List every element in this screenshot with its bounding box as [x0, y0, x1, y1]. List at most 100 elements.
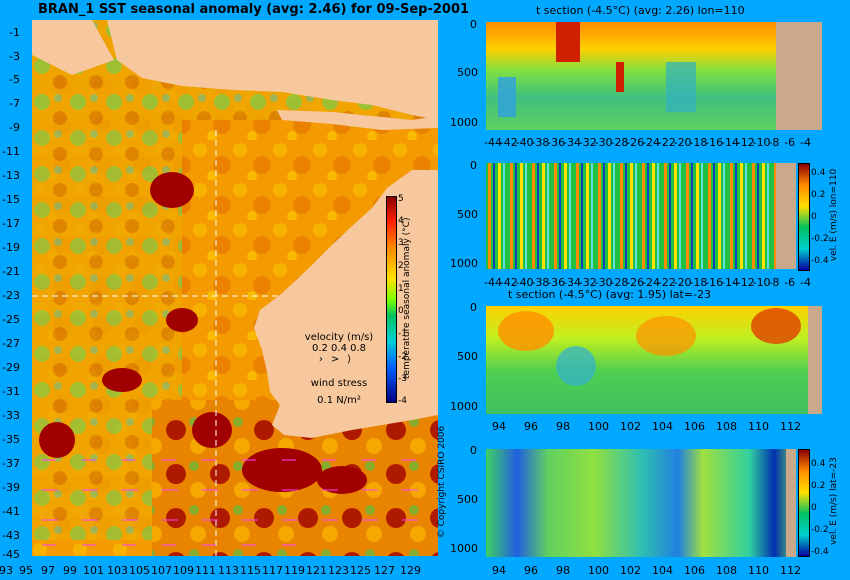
x-tick-label: 96: [524, 420, 538, 433]
lat-label: -37: [2, 457, 20, 470]
x-tick-label: -38: [531, 136, 550, 149]
depth-label: 1000: [450, 116, 478, 129]
sst-anomaly-map: [32, 20, 438, 556]
lat-label: -31: [2, 385, 20, 398]
lat-label: -7: [9, 97, 20, 110]
x-tick-label: -28: [610, 276, 629, 289]
cool-patch: [666, 62, 696, 112]
lon-label: 117: [262, 564, 283, 577]
warm-eddy: [39, 422, 75, 458]
lon-label: 99: [63, 564, 77, 577]
x-tick-label: -10: [752, 136, 771, 149]
colorbar-tick: 0.2: [811, 481, 826, 491]
warm-core: [556, 22, 580, 62]
x-tick-label: 98: [556, 564, 570, 577]
x-tick-label: -26: [626, 136, 645, 149]
section-panel-3: [486, 306, 822, 414]
colorbar-tick: -3: [398, 374, 407, 384]
lat-label: -19: [2, 241, 20, 254]
depth-label: 0: [470, 301, 477, 314]
x-tick-label: -16: [705, 276, 724, 289]
depth-label: 1000: [450, 257, 478, 270]
x-tick-label: -6: [784, 276, 796, 289]
x-tick-label: -4: [800, 276, 811, 289]
colorbar-label: vel. E (m/s) lon=110: [829, 168, 839, 262]
x-tick-label: -32: [578, 276, 597, 289]
lon-label: 105: [129, 564, 150, 577]
section-panel-4: [486, 449, 796, 557]
panel4-x-labels: 94 96 98 100 102 104 106 108 110 112: [486, 564, 822, 578]
lon-label: 109: [173, 564, 194, 577]
colorbar-tick: 0.4: [811, 168, 826, 178]
section-panel-2: [486, 163, 796, 269]
x-tick-label: -20: [673, 136, 692, 149]
colorbar-tick: -0.4: [811, 547, 829, 557]
colorbar-tick: -1: [398, 329, 407, 339]
x-tick-label: -12: [736, 136, 755, 149]
colorbar-tick: 0.2: [811, 190, 826, 200]
depth-label: 500: [457, 66, 478, 79]
colorbar-tick: 5: [398, 194, 404, 204]
x-tick-label: -30: [594, 276, 613, 289]
x-tick-label: -34: [563, 276, 581, 289]
x-tick-label: -24: [642, 136, 660, 149]
velocity-colorbar-1: [798, 163, 810, 271]
copyright-notice: © Copyright CSIRO 2006: [437, 425, 447, 539]
section-panel-1: [486, 22, 822, 130]
colorbar-tick: -0.4: [811, 256, 829, 266]
x-tick-label: -44: [484, 136, 502, 149]
x-tick-label: -40: [515, 276, 534, 289]
lat-label: -3: [9, 50, 20, 63]
x-tick-label: 104: [652, 420, 673, 433]
wind-stress-legend: wind stress 0.1 N/m²: [294, 378, 384, 406]
x-tick-label: 102: [620, 420, 641, 433]
colorbar-tick: 2: [398, 261, 404, 271]
velocity-legend: velocity (m/s) 0.2 0.4 0.8 ›>⟩: [294, 332, 384, 365]
lon-label: 125: [350, 564, 371, 577]
lat-label: -41: [2, 505, 20, 518]
wind-legend-value: 0.1 N/m²: [317, 395, 361, 406]
x-tick-label: 104: [652, 564, 673, 577]
x-tick-label: -36: [547, 136, 566, 149]
land-java-borneo: [107, 20, 438, 120]
x-tick-label: -18: [689, 276, 708, 289]
lat-label: -45: [2, 548, 20, 561]
wind-stress-vectors: [42, 459, 418, 546]
colorbar-tick: -2: [398, 352, 407, 362]
velocity-legend-values: 0.2 0.4 0.8: [311, 343, 367, 354]
lon-label: 93: [0, 564, 13, 577]
x-tick-label: -42: [499, 276, 518, 289]
x-tick-label: -24: [642, 276, 660, 289]
lon-label: 111: [195, 564, 216, 577]
lon-label: 115: [240, 564, 261, 577]
x-tick-label: 102: [620, 564, 641, 577]
x-tick-label: -14: [721, 276, 739, 289]
warm-eddy: [242, 448, 322, 492]
colorbar-tick: 3: [398, 238, 404, 248]
warm-patch: [636, 316, 696, 356]
depth-label: 500: [457, 350, 478, 363]
seafloor-land: [786, 449, 796, 557]
x-tick-label: 106: [684, 564, 705, 577]
x-tick-label: 106: [684, 420, 705, 433]
x-tick-label: 94: [492, 564, 506, 577]
x-tick-label: 96: [524, 564, 538, 577]
colorbar-tick: 0: [811, 212, 817, 222]
colorbar-tick: -0.2: [811, 234, 829, 244]
depth-label: 1000: [450, 400, 478, 413]
panel1-title: t section (-4.5°C) (avg: 2.26) lon=110: [536, 4, 745, 17]
cool-patch: [556, 346, 596, 386]
panel2-x-labels: -44 -42 -40 -38 -36 -34 -32 -30 -28 -26 -24 -22 -20-…: [484, 276, 822, 290]
land-nusa-tenggara: [277, 110, 438, 130]
warm-eddy: [192, 412, 232, 448]
seafloor-land: [776, 22, 822, 130]
x-tick-label: -8: [768, 276, 780, 289]
x-tick-label: 108: [716, 420, 737, 433]
lon-label: 103: [107, 564, 128, 577]
lon-label: 129: [400, 564, 421, 577]
x-tick-label: 112: [780, 420, 801, 433]
x-tick-label: 110: [748, 420, 769, 433]
lon-label: 101: [83, 564, 104, 577]
warm-eddy: [102, 368, 142, 392]
land-sumatra: [32, 20, 114, 75]
